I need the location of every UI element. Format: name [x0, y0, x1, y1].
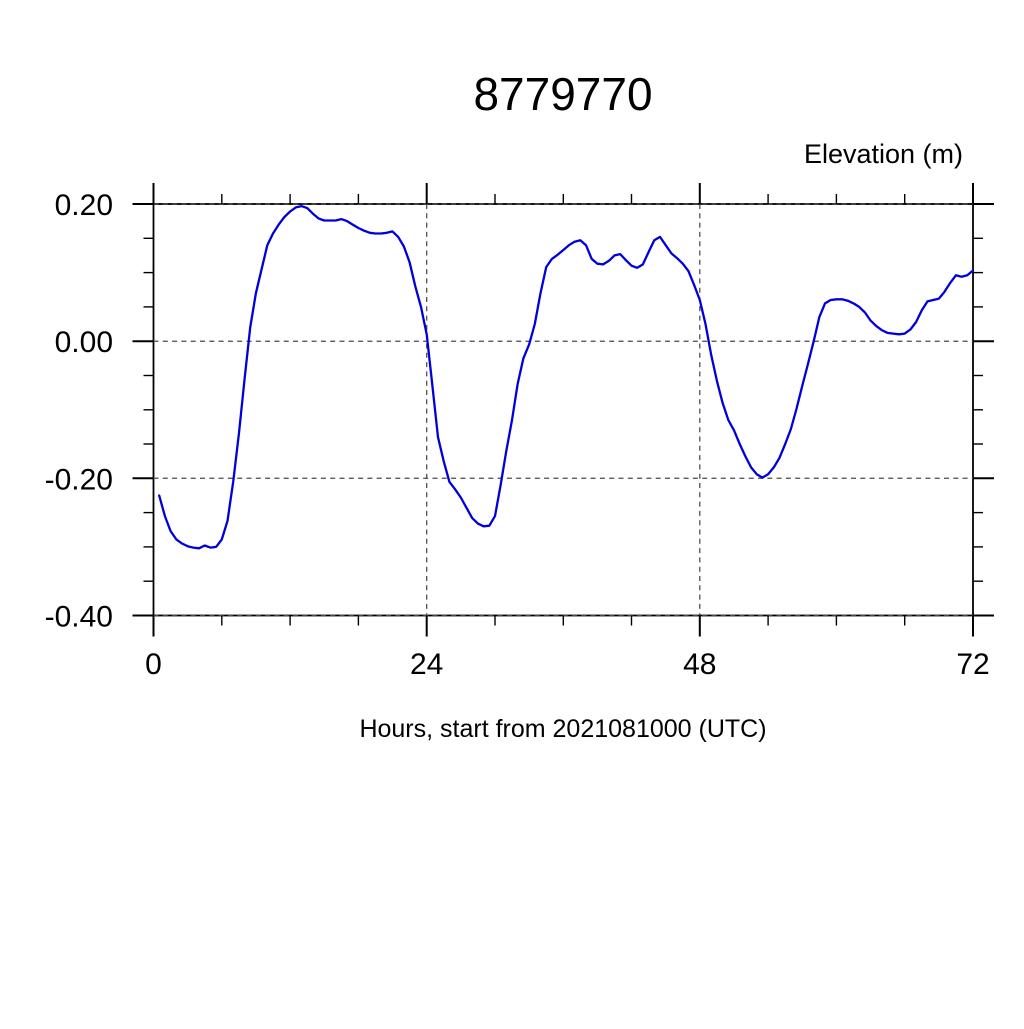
x-tick-label: 24 [410, 648, 443, 681]
chart-title: 8779770 [473, 68, 652, 120]
x-axis-title: Hours, start from 2021081000 (UTC) [359, 715, 766, 743]
x-tick-label: 48 [683, 648, 716, 681]
tick-labels-layer: 0 24 48 72 0.20 0.00 -0.20 -0.40 [45, 189, 990, 681]
y-tick-label: 0.00 [55, 326, 113, 359]
x-tick-label: 0 [145, 648, 162, 681]
plot-border [152, 203, 974, 617]
gridlines-layer [153, 203, 973, 617]
y-tick-label: 0.20 [55, 189, 113, 222]
axis-ticks-layer [132, 183, 994, 637]
y-tick-label: -0.20 [45, 463, 113, 496]
x-tick-label: 72 [956, 648, 989, 681]
y-axis-title: Elevation (m) [804, 139, 963, 169]
y-tick-label: -0.40 [45, 601, 113, 634]
elevation-line-series [158, 204, 975, 550]
